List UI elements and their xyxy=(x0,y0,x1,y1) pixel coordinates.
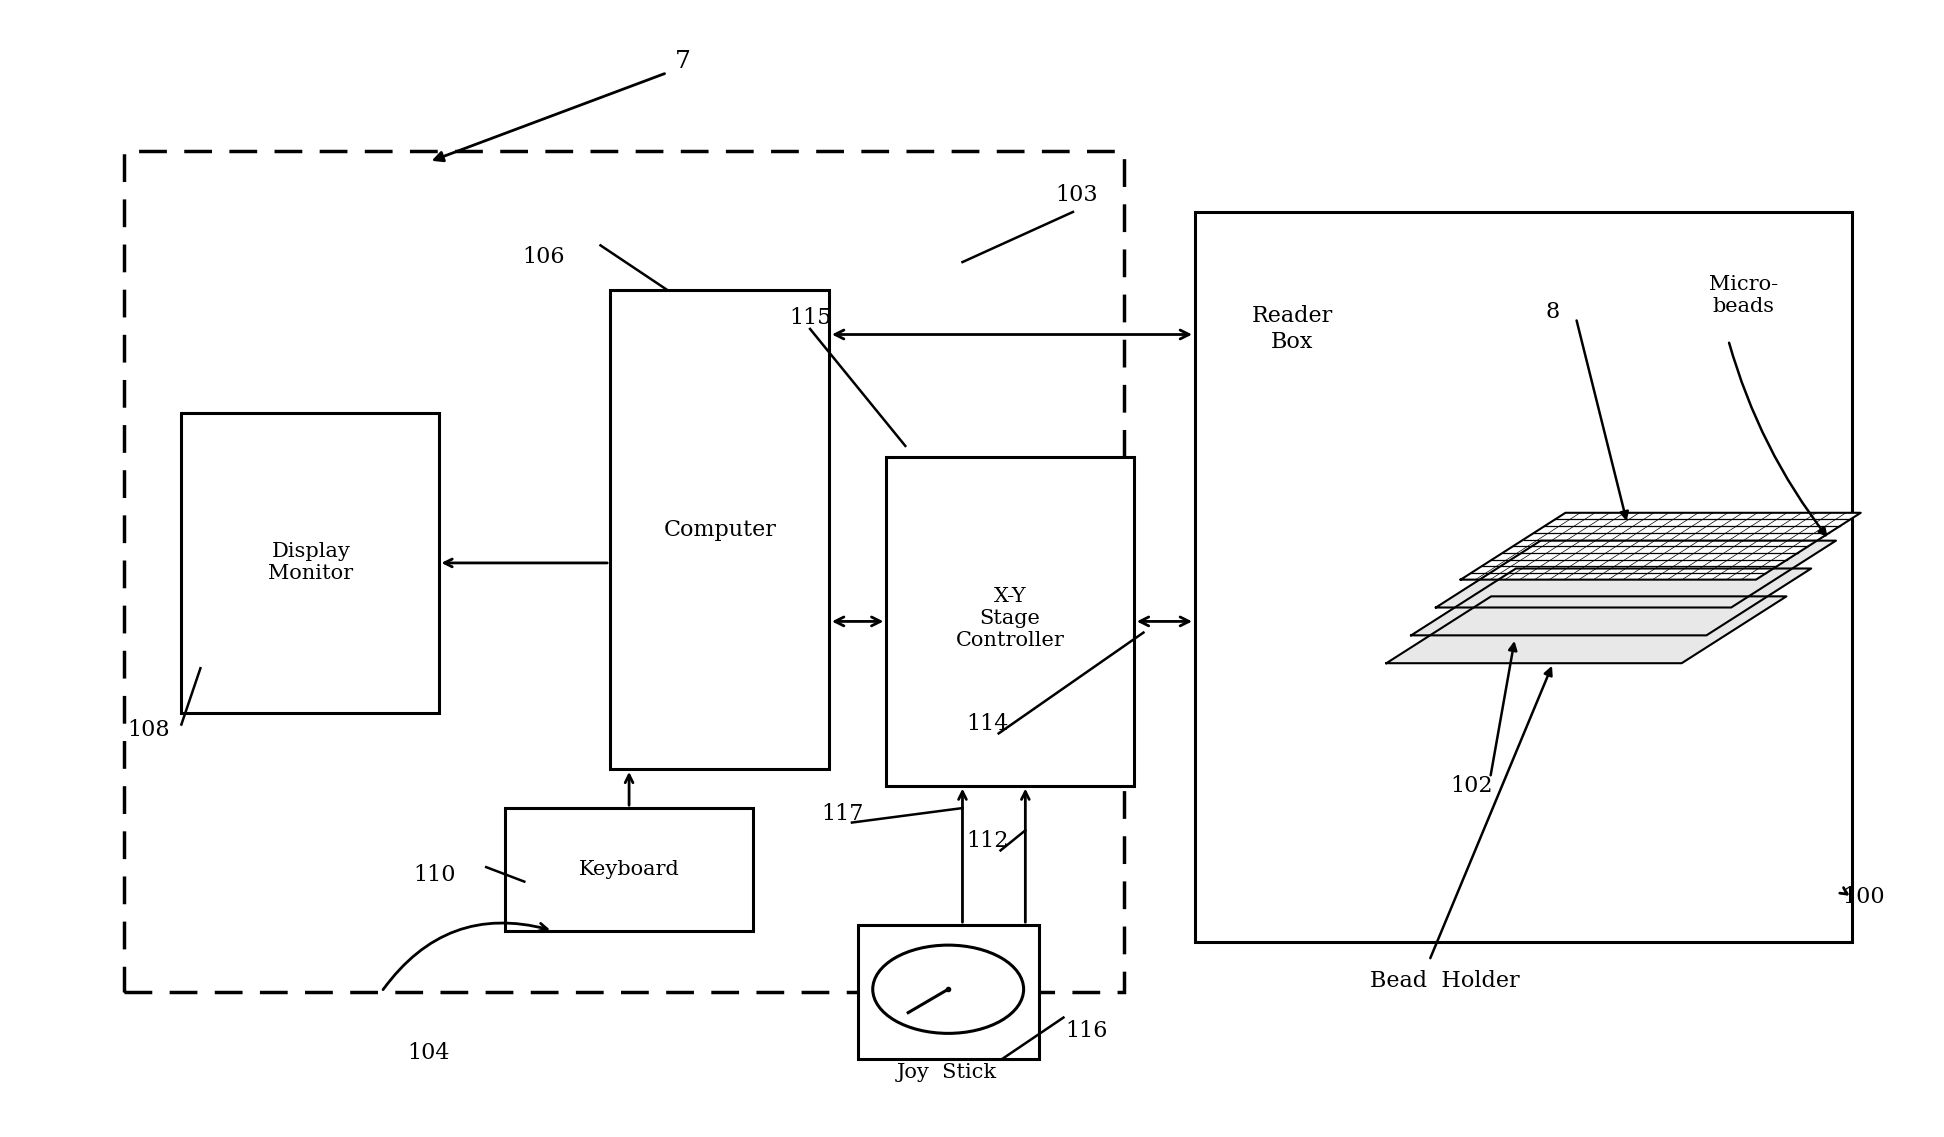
Text: Joy  Stick: Joy Stick xyxy=(898,1063,997,1081)
Polygon shape xyxy=(1460,513,1860,580)
Text: 117: 117 xyxy=(820,803,863,824)
Text: 108: 108 xyxy=(128,719,171,741)
Polygon shape xyxy=(1437,541,1835,607)
Bar xyxy=(124,151,1124,991)
Bar xyxy=(181,413,439,713)
Text: 103: 103 xyxy=(1056,184,1098,206)
Text: X-Y
Stage
Controller: X-Y Stage Controller xyxy=(956,587,1065,650)
Text: 115: 115 xyxy=(789,307,832,329)
Bar xyxy=(886,457,1133,786)
Text: 112: 112 xyxy=(966,830,1009,853)
Text: Micro-
beads: Micro- beads xyxy=(1709,275,1779,316)
Text: 102: 102 xyxy=(1450,774,1493,797)
Text: Computer: Computer xyxy=(665,518,778,540)
Polygon shape xyxy=(1386,597,1787,663)
Text: Reader
Box: Reader Box xyxy=(1252,305,1334,352)
Bar xyxy=(857,926,1038,1059)
Text: 114: 114 xyxy=(966,714,1009,736)
Text: 7: 7 xyxy=(675,50,690,73)
Polygon shape xyxy=(1411,568,1812,636)
Text: 106: 106 xyxy=(523,246,564,267)
Text: 116: 116 xyxy=(1065,1020,1108,1041)
Bar xyxy=(610,290,828,769)
Text: 100: 100 xyxy=(1843,886,1886,908)
Text: 8: 8 xyxy=(1545,301,1561,323)
Text: Bead  Holder: Bead Holder xyxy=(1371,970,1520,991)
Text: Keyboard: Keyboard xyxy=(579,860,680,879)
Text: 104: 104 xyxy=(408,1043,451,1064)
Bar xyxy=(505,808,752,930)
Text: 110: 110 xyxy=(414,864,457,886)
Bar xyxy=(1196,211,1853,941)
Text: Display
Monitor: Display Monitor xyxy=(268,542,354,583)
